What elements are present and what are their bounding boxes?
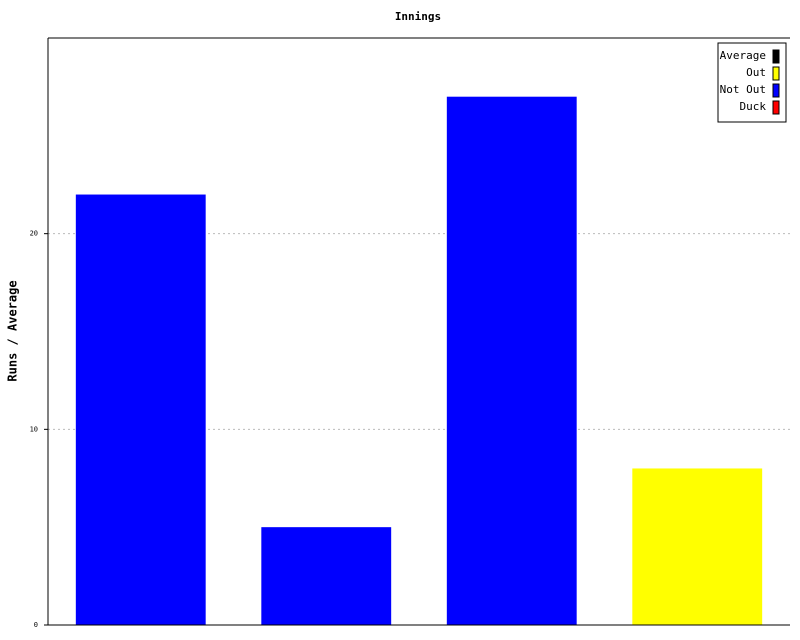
bar <box>261 527 392 625</box>
legend-label: Out <box>746 66 766 79</box>
legend-swatch <box>772 83 780 98</box>
legend-label: Average <box>720 49 766 62</box>
legend-swatch <box>772 49 780 64</box>
bar <box>75 194 206 626</box>
legend-swatch <box>772 66 780 81</box>
bar <box>632 468 763 625</box>
bar <box>446 96 577 625</box>
y-tick-label: 0 <box>34 621 38 629</box>
chart-title: Innings <box>395 10 441 23</box>
legend-label: Not Out <box>720 83 766 96</box>
legend-label: Duck <box>740 100 767 113</box>
legend-swatch <box>772 100 780 115</box>
y-tick-label: 20 <box>30 230 38 238</box>
y-axis-label: Runs / Average <box>6 280 20 381</box>
y-tick-label: 10 <box>30 425 38 433</box>
